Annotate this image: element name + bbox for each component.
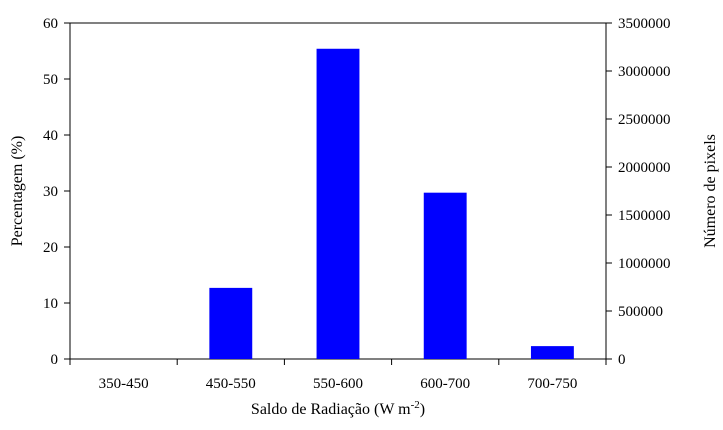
- bar-600-700: [423, 192, 467, 359]
- y-tick-label: 10: [43, 296, 58, 312]
- bars-group: [209, 48, 574, 359]
- y2-tick-label: 1500000: [618, 208, 671, 224]
- y2-tick-label: 0: [618, 352, 626, 368]
- x-tick-label: 450-550: [206, 376, 256, 392]
- y2-tick-label: 2500000: [618, 112, 671, 128]
- y-tick-label: 40: [43, 128, 58, 144]
- x-tick-label: 550-600: [313, 376, 363, 392]
- y-tick-label: 30: [43, 184, 58, 200]
- y2-tick-label: 2000000: [618, 160, 671, 176]
- x-tick-label: 600-700: [420, 376, 470, 392]
- y2-tick-label: 500000: [618, 304, 663, 320]
- y-tick-label: 50: [43, 72, 58, 88]
- x-tick-label: 350-450: [99, 376, 149, 392]
- bar-450-550: [209, 287, 253, 359]
- x-axis-title-main: Saldo de Radiação (W m: [251, 401, 411, 418]
- y-tick-label: 0: [51, 352, 59, 368]
- y2-tick-label: 3000000: [618, 64, 671, 80]
- y2-axis-title: Número de pixels: [702, 134, 719, 248]
- x-tick-label: 700-750: [527, 376, 577, 392]
- y-tick-label: 60: [43, 16, 58, 32]
- bar-550-600: [316, 48, 360, 359]
- y-axis-title: Percentagem (%): [9, 136, 26, 247]
- y2-tick-label: 1000000: [618, 256, 671, 272]
- y-tick-label: 20: [43, 240, 58, 256]
- x-axis-ticks: 350-450 450-550 550-600 600-700 700-750: [69, 359, 607, 392]
- x-axis-title-superscript: -2: [411, 399, 420, 411]
- x-axis-title: Saldo de Radiação (W m-2): [251, 399, 425, 418]
- x-axis-title-end: ): [420, 401, 425, 418]
- bar-700-750: [530, 346, 574, 359]
- y-axis-ticks: 0 10 20 30 40 50 60: [43, 16, 70, 368]
- y2-tick-label: 3500000: [618, 16, 671, 32]
- y2-axis-ticks: 0 500000 1000000 1500000 2000000 2500000 30000…: [606, 16, 671, 368]
